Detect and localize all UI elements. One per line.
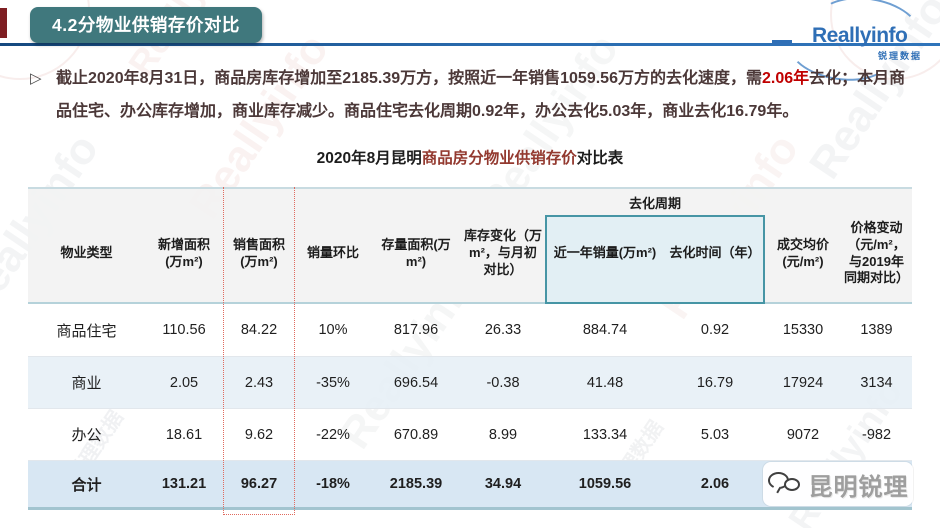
row-label: 商业 [71,375,102,392]
bullet-arrow-icon: ▷ [30,70,42,87]
table-cell: -22% [316,426,350,443]
column-header: 库存变化（万m²，与月初对比） [464,228,543,277]
column-header: 去化时间（年） [669,245,761,261]
table-cell: 2.05 [169,374,199,391]
column-header: 价格变动（元/m²，与2019年同期对比） [844,219,910,286]
table-cell: 110.56 [162,322,206,338]
table-cell: 884.74 [582,322,628,338]
chat-bubble-icon [783,478,800,491]
table-header-row: 去化周期 物业类型 新增面积 (万m²) 销售面积 (万m²) 销量环比 存量面… [28,189,912,304]
table-cell: 2.06 [700,476,730,492]
logo-dash [772,40,792,45]
table-cell: 133.34 [582,426,628,443]
table-cell: 2.43 [244,374,274,391]
table-cell: 670.89 [393,426,439,443]
row-label: 合计 [71,476,102,494]
table-cell: 18.61 [165,426,203,443]
table-cell: 3134 [860,374,893,391]
summary-text: 去化；本月商品住宅、办公库存增加，商业库存减少。商品住宅去化周期0.92年，办公… [56,70,906,120]
table-cell: 9072 [786,426,820,443]
row-label: 商品住宅 [56,322,117,340]
summary-highlight: 2.06年 [761,70,810,87]
table-cell: 26.33 [484,322,522,338]
absorption-group-header: 去化周期 [628,196,681,211]
wechat-icon [767,470,802,498]
absorption-group-box [545,215,765,304]
summary-text: 截止2020年8月31日，商品房库存增加至2185.39万方，按照近一年销售10… [56,70,762,87]
table-row: 商品住宅 110.56 84.22 10% 817.96 26.33 884.7… [28,304,912,356]
row-label: 办公 [71,427,102,444]
logo-subtext: 锐理数据 [877,51,922,61]
table-cell: 0.92 [700,322,730,338]
table-title-highlight: 商品房分物业供销存价 [421,150,577,167]
column-header: 近一年销量(万m²) [553,245,657,261]
table-cell: 16.79 [696,374,734,391]
table-cell: 5.03 [700,426,730,443]
table-title-prefix: 2020年8月昆明 [316,150,422,167]
left-accent-bar [0,8,7,38]
title-underline [0,43,940,46]
column-header: 新增面积 (万m²) [157,236,210,269]
table-cell: 1389 [860,322,893,338]
wechat-watermark-card: 昆明锐理 [763,462,913,506]
table-cell: -982 [861,426,892,443]
comparison-table: 去化周期 物业类型 新增面积 (万m²) 销售面积 (万m²) 销量环比 存量面… [28,187,913,515]
logo-text: Reallyinfo [812,24,908,47]
table-cell: -18% [316,476,350,492]
table-cell: 84.22 [240,322,278,338]
table-cell: 9.62 [244,426,274,443]
table-cell: 2185.39 [389,476,443,492]
table-cell: 696.54 [393,374,439,391]
table-row: 商业 2.05 2.43 -35% 696.54 -0.38 41.48 16.… [28,356,912,408]
column-header: 销量环比 [306,245,359,261]
table-cell: 8.99 [488,426,518,443]
table-cell: 96.27 [240,476,278,492]
table-cell: 131.21 [161,476,207,492]
reallyinfo-logo: Reallyinfo 锐理数据 [772,0,926,88]
table-cell: 15330 [782,322,824,338]
column-header: 存量面积(万m²) [381,236,451,269]
column-header: 销售面积 (万m²) [232,236,285,269]
table-cell: -35% [316,374,350,391]
table-cell: 817.96 [393,322,439,338]
page-title: 4.2分物业供销存价对比 [30,7,262,43]
table-title-suffix: 对比表 [576,150,624,167]
table-cell: 10% [318,322,348,338]
column-header: 物业类型 [60,245,113,261]
table-cell: 41.48 [586,374,624,391]
wechat-account-label: 昆明锐理 [808,473,909,501]
table-cell: 1059.56 [578,476,632,492]
table-cell: 34.94 [484,476,522,492]
table-row: 办公 18.61 9.62 -22% 670.89 8.99 133.34 5.… [28,408,912,460]
column-header: 成交均价 (元/m²) [776,236,829,269]
table-cell: -0.38 [486,374,520,391]
table-title: 2020年8月昆明商品房分物业供销存价对比表 [28,146,912,168]
table-cell: 17924 [782,374,824,391]
summary-paragraph: ▷ 截止2020年8月31日，商品房库存增加至2185.39万方，按照近一年销售… [30,62,914,128]
